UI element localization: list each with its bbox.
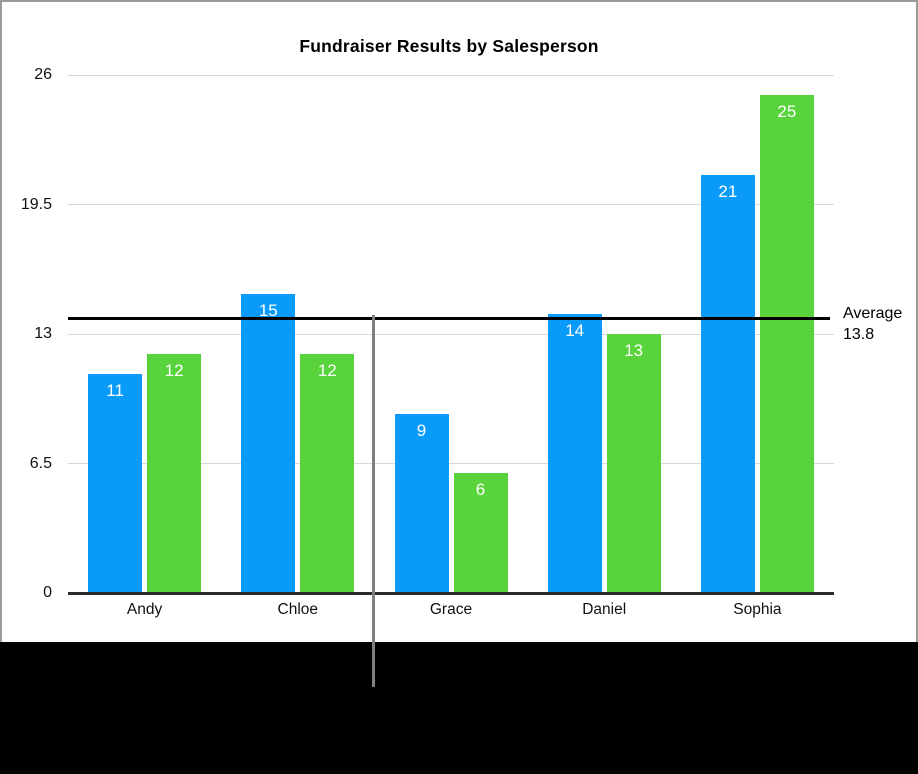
y-tick-label-0: 0 [43,584,52,601]
bar-value-label: 9 [416,420,427,440]
bar-value-label: 6 [475,480,486,500]
bar-blue-sophia[interactable]: 21 [700,174,755,593]
y-tick-label-19.5: 19.5 [20,195,52,213]
x-axis-label-chloe: Chloe [277,601,319,618]
bar-green-grace[interactable]: 6 [453,473,508,593]
bar-blue-grace[interactable]: 9 [394,413,449,593]
average-label-text: Average [843,305,903,322]
bar-blue-chloe[interactable]: 15 [241,294,296,593]
x-axis-label-sophia: Sophia [733,601,782,618]
x-axis-label-andy: Andy [126,601,163,618]
bar-blue-andy[interactable]: 11 [88,373,143,593]
bar-value-label: 21 [718,181,738,201]
bar-green-daniel[interactable]: 13 [606,334,661,593]
average-value-text: 13.8 [843,326,875,343]
chart-title: Fundraiser Results by Salesperson [299,36,599,56]
black-backdrop [0,642,918,774]
plot-area: 0 6.5 13 19.5 26 11 12 Andy 15 12 Chloe 9 6 Grace 14 13… [2,2,916,642]
bar-green-chloe[interactable]: 12 [300,353,355,593]
gridline-26 [68,74,834,76]
gridline-19.5 [68,204,834,205]
x-axis-label-daniel: Daniel [582,601,627,618]
y-tick-label-6.5: 6.5 [29,454,52,472]
bar-green-andy[interactable]: 12 [147,353,202,593]
vertical-divider-line [372,315,375,687]
average-line[interactable] [68,316,830,320]
bar-value-label: 11 [106,380,124,400]
chart-canvas: Fundraiser Results by Salesperson 0 6.5 13… [0,0,918,642]
bar-value-label: 12 [317,360,337,380]
bar-green-sophia[interactable]: 25 [759,94,814,593]
bar-value-label: 12 [164,360,184,380]
bar-value-label: 25 [777,101,797,121]
average-line-label: Average 13.8 [843,303,902,345]
gridline-13 [68,333,834,335]
y-tick-label-13: 13 [34,325,52,342]
x-axis-label-grace: Grace [429,601,473,618]
bar-blue-daniel[interactable]: 14 [547,314,602,593]
bar-value-label: 15 [258,301,278,321]
y-tick-label-26: 26 [34,66,52,83]
bar-value-label: 14 [565,321,585,341]
x-axis-baseline [68,591,834,595]
gridline-6.5 [68,463,834,464]
bar-value-label: 13 [624,341,644,360]
